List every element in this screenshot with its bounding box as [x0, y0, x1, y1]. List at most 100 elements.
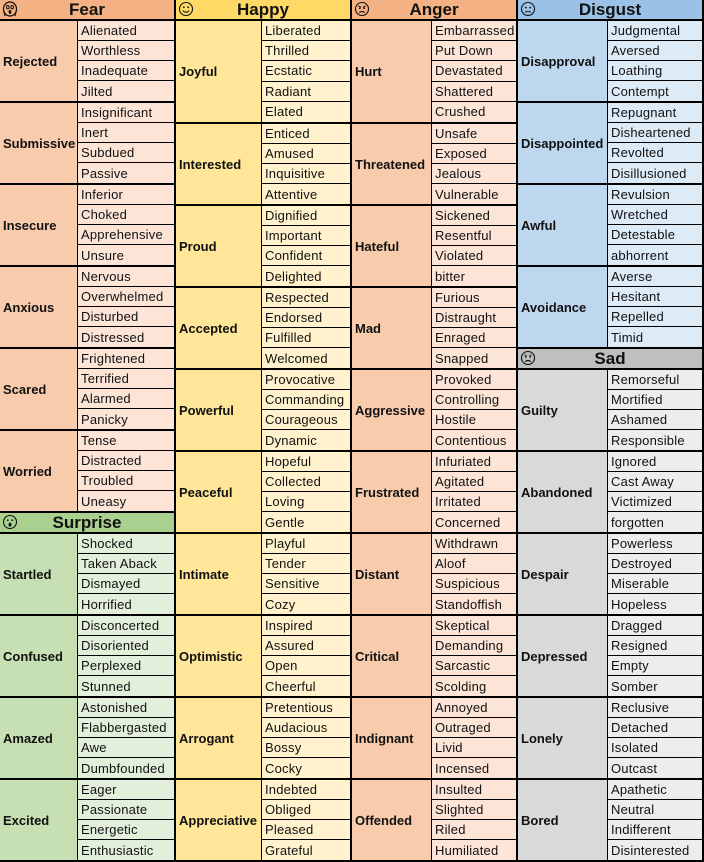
secondary-emotion: Insignificant [78, 103, 174, 123]
primary-emotion: Disapproval [518, 21, 608, 101]
secondary-emotion: Violated [432, 246, 516, 266]
secondary-emotion-list: Furious Distraught Enraged Snapped [432, 288, 516, 368]
primary-emotion: Insecure [0, 185, 78, 265]
secondary-emotion-list: Averse Hesitant Repelled Timid [608, 267, 702, 347]
secondary-emotion: Stunned [81, 678, 131, 694]
emotion-title: Disgust [578, 0, 642, 19]
secondary-emotion: Repelled [608, 307, 702, 327]
primary-emotion: Awful [518, 185, 608, 265]
secondary-emotion: Inadequate [78, 61, 174, 81]
secondary-emotion: Tense [78, 431, 174, 451]
emotion-group: Confused Disconcerted Disoriented Perplexed… [0, 616, 174, 698]
emotion-group: Avoidance Averse Hesitant Repelled Timid [518, 267, 702, 349]
secondary-emotion: Important [262, 226, 350, 246]
emotion-group: Lonely Reclusive Detached Isolated Outcast [518, 698, 702, 780]
secondary-emotion: Passionate [78, 800, 174, 820]
secondary-emotion: Neutral [608, 800, 702, 820]
secondary-emotion: Riled [432, 820, 516, 840]
secondary-emotion: Cast Away [608, 472, 702, 492]
secondary-emotion: Concerned [435, 514, 501, 530]
secondary-emotion: Confident [262, 246, 350, 266]
secondary-emotion: Controlling [432, 390, 516, 410]
emotion-group: Threatened Unsafe Exposed Jealous Vulnerable [352, 124, 516, 206]
secondary-emotion: Alienated [78, 21, 174, 41]
secondary-emotion: Obliged [262, 800, 350, 820]
secondary-emotion: Somber [611, 678, 658, 694]
secondary-emotion: Sensitive [262, 574, 350, 594]
primary-emotion: Mad [352, 288, 432, 368]
secondary-emotion: Delighted [265, 268, 322, 284]
emotion-group: Amazed Astonished Flabbergasted Awe Dumbfoun… [0, 698, 174, 780]
secondary-emotion: abhorrent [611, 247, 669, 263]
primary-emotion: Startled [0, 534, 78, 614]
secondary-emotion: Wretched [608, 205, 702, 225]
secondary-emotion-list: Apathetic Neutral Indifferent Disinterested [608, 780, 702, 860]
secondary-emotion: Alarmed [78, 389, 174, 409]
primary-emotion: Interested [176, 124, 262, 204]
secondary-emotion: Pleased [262, 820, 350, 840]
primary-emotion: Critical [352, 616, 432, 696]
secondary-emotion-list: Skeptical Demanding Sarcastic Scolding [432, 616, 516, 696]
secondary-emotion: Apprehensive [78, 225, 174, 245]
secondary-emotion: Choked [78, 205, 174, 225]
secondary-emotion-list: Sickened Resentful Violated bitter [432, 206, 516, 286]
secondary-emotion: Detached [608, 718, 702, 738]
emotion-group: Indignant Annoyed Outraged Livid Incensed [352, 698, 516, 780]
secondary-emotion: forgotten [611, 514, 665, 530]
primary-emotion: Optimistic [176, 616, 262, 696]
secondary-emotion: Cheerful [265, 678, 316, 694]
secondary-emotion-list: Annoyed Outraged Livid Incensed [432, 698, 516, 778]
primary-emotion: Rejected [0, 21, 78, 101]
primary-emotion: Accepted [176, 288, 262, 368]
secondary-emotion-list: Hopeful Collected Loving Gentle [262, 452, 350, 532]
secondary-emotion: Troubled [78, 471, 174, 491]
secondary-emotion: Loving [262, 492, 350, 512]
primary-emotion: Guilty [518, 370, 608, 450]
secondary-emotion: Loathing [608, 61, 702, 81]
emotion-group: Submissive Insignificant Inert Subdued Passi… [0, 103, 174, 185]
secondary-emotion: Radiant [262, 82, 350, 102]
secondary-emotion: Timid [611, 329, 644, 345]
emotion-group: Rejected Alienated Worthless Inadequate Jilt… [0, 21, 174, 103]
emotion-column: Happy Joyful Liberated Thrilled Ecstatic Radi… [176, 0, 350, 862]
secondary-emotion: Horrified [81, 596, 132, 612]
secondary-emotion: Livid [432, 738, 516, 758]
secondary-emotion: Humiliated [435, 842, 499, 858]
secondary-emotion: Enthusiastic [81, 842, 154, 858]
secondary-emotion: Averse [608, 267, 702, 287]
primary-emotion: Hateful [352, 206, 432, 286]
emotion-group: Hateful Sickened Resentful Violated bitter [352, 206, 516, 288]
secondary-emotion-list: Repugnant Disheartened Revolted Disillusion… [608, 103, 702, 183]
emotion-title: Surprise [52, 512, 122, 532]
secondary-emotion: Vulnerable [435, 186, 499, 202]
secondary-emotion-list: Tense Distracted Troubled Uneasy [78, 431, 174, 511]
secondary-emotion: Jilted [81, 83, 113, 99]
secondary-emotion: Hostile [432, 410, 516, 430]
secondary-emotion: Put Down [432, 41, 516, 62]
emotion-header-surprise: Surprise [0, 513, 174, 534]
secondary-emotion: Isolated [608, 738, 702, 758]
secondary-emotion: Powerless [608, 534, 702, 554]
secondary-emotion: Aloof [432, 554, 516, 574]
secondary-emotion: Dignified [262, 206, 350, 226]
primary-emotion: Powerful [176, 370, 262, 450]
emotion-group: Startled Shocked Taken Aback Dismayed Horrif… [0, 534, 174, 616]
secondary-emotion: Inferior [78, 185, 174, 205]
secondary-emotion-list: Dignified Important Confident Delighted [262, 206, 350, 286]
secondary-emotion: Miserable [608, 574, 702, 594]
secondary-emotion: Open [262, 656, 350, 676]
secondary-emotion: Sarcastic [432, 656, 516, 676]
secondary-emotion: Scolding [435, 678, 487, 694]
secondary-emotion: Endorsed [262, 308, 350, 328]
secondary-emotion-list: Judgmental Aversed Loathing Contempt [608, 21, 702, 101]
emotion-group: Anxious Nervous Overwhelmed Disturbed Distre… [0, 267, 174, 349]
secondary-emotion: Judgmental [608, 21, 702, 41]
emotion-header-fear: Fear [0, 0, 174, 21]
secondary-emotion-list: Shocked Taken Aback Dismayed Horrified [78, 534, 174, 614]
secondary-emotion: Crushed [435, 104, 486, 120]
emotion-group: Depressed Dragged Resigned Empty Somber [518, 616, 702, 698]
secondary-emotion-list: Insignificant Inert Subdued Passive [78, 103, 174, 183]
secondary-emotion-list: Dragged Resigned Empty Somber [608, 616, 702, 696]
secondary-emotion-list: Pretentious Audacious Bossy Cocky [262, 698, 350, 778]
emotion-column: Anger Hurt Embarrassed Put Down Devastated Sh… [352, 0, 516, 862]
